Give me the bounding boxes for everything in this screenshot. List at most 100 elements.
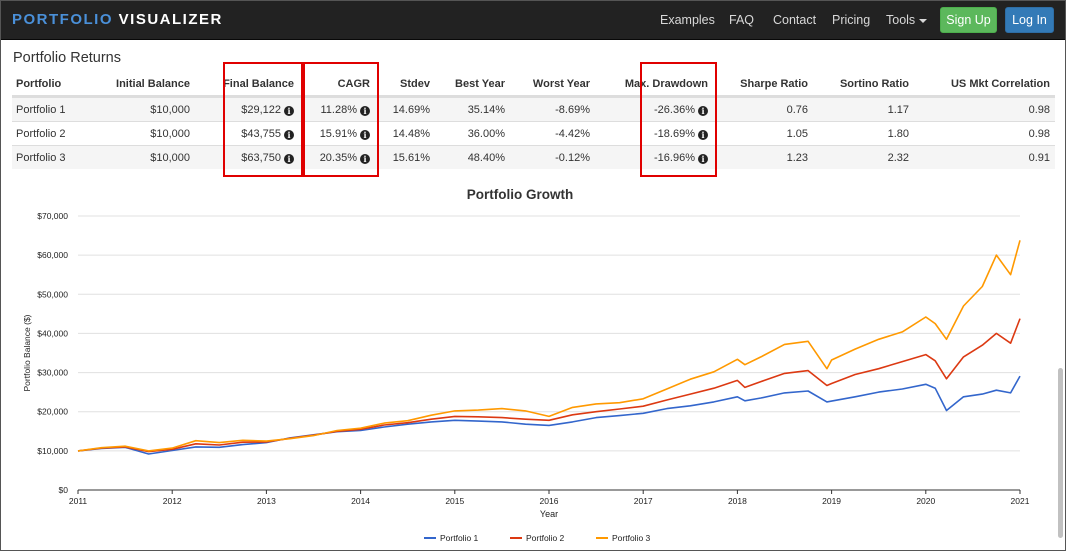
chart-legend: Portfolio 1 Portfolio 2 Portfolio 3 xyxy=(424,533,651,543)
info-icon[interactable]: i xyxy=(360,154,370,164)
y-tick-label: $40,000 xyxy=(37,328,68,338)
cell-value: 0.98 xyxy=(1028,128,1050,140)
cell-value: 1.23 xyxy=(786,152,808,164)
y-tick-label: $20,000 xyxy=(37,407,68,417)
cell-worst-year: -8.69% xyxy=(555,104,590,116)
cell-value: 20.35% xyxy=(319,152,357,164)
cell-cagr: 15.91% i xyxy=(320,128,370,140)
cell-value: 36.00% xyxy=(467,128,505,140)
y-tick-label: $10,000 xyxy=(37,446,68,456)
cell-max-drawdown: -16.96% i xyxy=(654,152,708,164)
log-in-button[interactable]: Log In xyxy=(1005,7,1054,33)
chart-series xyxy=(77,240,1021,455)
chart-gridlines xyxy=(78,215,1020,491)
x-tick-label: 2015 xyxy=(445,496,464,506)
cell-best-year: 48.40% xyxy=(468,152,505,164)
cell-worst-year: -4.42% xyxy=(555,128,590,140)
cell-sharpe-ratio: 0.76 xyxy=(787,104,808,116)
col-header-final-balance: Final Balance xyxy=(223,78,294,90)
cell-portfolio: Portfolio 1 xyxy=(16,104,66,116)
nav-link-pricing[interactable]: Pricing xyxy=(832,13,871,27)
cell-value: 0.76 xyxy=(786,104,808,116)
x-tick-label: 2011 xyxy=(69,496,88,506)
top-navbar: PORTFOLIO VISUALIZER Examples FAQ Contac… xyxy=(0,0,1066,40)
cell-sharpe-ratio: 1.05 xyxy=(787,128,808,140)
col-header-us-mkt-correlation: US Mkt Correlation xyxy=(950,78,1050,90)
cell-final-balance: $63,750 i xyxy=(241,152,294,164)
cell-sortino-ratio: 1.80 xyxy=(888,128,909,140)
col-header-max-drawdown: Max. Drawdown xyxy=(624,78,708,90)
y-tick-label: $30,000 xyxy=(37,368,68,378)
brand-part-2: VISUALIZER xyxy=(118,11,223,28)
y-tick-label: $50,000 xyxy=(37,289,68,299)
cell-worst-year: -0.12% xyxy=(555,152,590,164)
cell-initial-balance: $10,000 xyxy=(150,128,190,140)
legend-label: Portfolio 3 xyxy=(612,533,651,543)
cell-value: 1.17 xyxy=(887,104,909,116)
info-icon[interactable]: i xyxy=(284,130,294,140)
cell-value: 1.05 xyxy=(786,128,808,140)
cell-cagr: 11.28% i xyxy=(320,104,370,116)
cell-value: 35.14% xyxy=(467,104,505,116)
nav-link-faq[interactable]: FAQ xyxy=(729,13,755,27)
info-icon[interactable]: i xyxy=(284,106,294,116)
cell-cagr: 20.35% i xyxy=(320,152,370,164)
nav-link-examples[interactable]: Examples xyxy=(660,13,715,27)
portfolio-growth-chart: $0 $10,000 $20,000 $30,000 $40,000 $50,000 $60… xyxy=(22,211,1030,543)
cell-value: 1.80 xyxy=(887,128,909,140)
cell-value: 14.69% xyxy=(392,104,430,116)
x-tick-label: 2013 xyxy=(257,496,276,506)
nav-link-tools-label: Tools xyxy=(886,13,916,27)
cell-value: 11.28% xyxy=(320,104,358,116)
cell-value: -4.42% xyxy=(555,128,590,140)
legend-label: Portfolio 1 xyxy=(440,533,479,543)
x-tick-label: 2021 xyxy=(1011,496,1030,506)
cell-value: $10,000 xyxy=(150,128,190,140)
cell-sortino-ratio: 1.17 xyxy=(888,104,909,116)
x-tick-label: 2012 xyxy=(163,496,182,506)
info-icon[interactable]: i xyxy=(698,154,708,164)
cell-value: 2.32 xyxy=(887,152,909,164)
col-header-initial-balance: Initial Balance xyxy=(116,78,190,90)
cell-value: 0.98 xyxy=(1028,104,1050,116)
brand-logo[interactable]: PORTFOLIO VISUALIZER xyxy=(12,11,223,28)
info-icon[interactable]: i xyxy=(698,106,708,116)
sign-up-button[interactable]: Sign Up xyxy=(940,7,997,33)
cell-final-balance: $43,755 i xyxy=(241,128,294,140)
cell-value: 0.91 xyxy=(1028,152,1050,164)
table-row: Portfolio 3 $10,000 $63,750 i 20.35% i 15.61% 4… xyxy=(12,145,1055,169)
cell-value: $29,122 xyxy=(241,104,281,116)
cell-us-mkt-correlation: 0.98 xyxy=(1029,128,1050,140)
nav-link-tools[interactable]: Tools xyxy=(886,13,928,27)
scrollbar-thumb[interactable] xyxy=(1058,368,1063,538)
cell-us-mkt-correlation: 0.98 xyxy=(1029,104,1050,116)
info-icon[interactable]: i xyxy=(360,130,370,140)
col-header-cagr: CAGR xyxy=(337,78,370,90)
x-tick-label: 2018 xyxy=(728,496,747,506)
info-icon[interactable]: i xyxy=(360,106,370,116)
table-row: Portfolio 1 $10,000 $29,122 i 11.28% i 14.69% 3… xyxy=(12,97,1055,121)
col-header-sortino-ratio: Sortino Ratio xyxy=(839,78,909,90)
cell-value: $10,000 xyxy=(150,152,190,164)
cell-sharpe-ratio: 1.23 xyxy=(787,152,808,164)
cell-value: -16.96% xyxy=(654,152,695,164)
info-icon[interactable]: i xyxy=(284,154,294,164)
x-tick-label: 2017 xyxy=(634,496,653,506)
y-tick-label: $60,000 xyxy=(37,250,68,260)
cell-value: Portfolio 1 xyxy=(16,104,66,116)
col-header-worst-year: Worst Year xyxy=(532,78,590,90)
cell-max-drawdown: -18.69% i xyxy=(654,128,708,140)
x-axis-title: Year xyxy=(540,509,558,519)
brand-part-1: PORTFOLIO xyxy=(12,11,113,28)
cell-value: 48.40% xyxy=(467,152,505,164)
cell-stdev: 15.61% xyxy=(393,152,430,164)
nav-link-contact[interactable]: Contact xyxy=(773,13,817,27)
info-icon[interactable]: i xyxy=(698,130,708,140)
cell-stdev: 14.69% xyxy=(393,104,430,116)
cell-sortino-ratio: 2.32 xyxy=(888,152,909,164)
portfolio-returns-table: Portfolio Initial Balance Final Balance … xyxy=(12,73,1055,169)
cell-value: 15.91% xyxy=(319,128,357,140)
table-row: Portfolio 2 $10,000 $43,755 i 15.91% i 14.48% 3… xyxy=(12,121,1055,145)
col-header-stdev: Stdev xyxy=(400,78,430,90)
cell-initial-balance: $10,000 xyxy=(150,152,190,164)
